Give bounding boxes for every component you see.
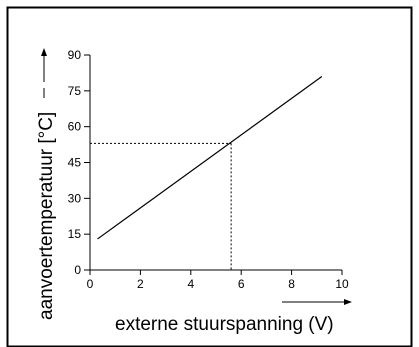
y-axis-arrowhead xyxy=(41,48,47,56)
chart-axes xyxy=(89,55,342,271)
y-tick-label: 75 xyxy=(68,84,82,98)
series-line xyxy=(97,76,323,240)
x-axis-arrowhead xyxy=(344,299,352,305)
x-tick-label: 6 xyxy=(238,277,245,291)
x-tick-label: 2 xyxy=(137,277,144,291)
reference-lines xyxy=(90,142,232,270)
y-tick-label: 90 xyxy=(68,48,82,62)
x-axis-title: externe stuurspanning (V) xyxy=(115,314,334,335)
y-tick-label: 15 xyxy=(68,227,82,241)
x-tick-label: 10 xyxy=(335,277,349,291)
y-tick-label: 60 xyxy=(68,120,82,134)
chart-ticks: 0 15 30 45 60 75 90 0 2 4 6 8 10 xyxy=(68,48,349,291)
y-tick-label: 45 xyxy=(68,156,82,170)
x-tick-label: 0 xyxy=(87,277,94,291)
chart-series xyxy=(97,76,323,240)
y-tick-label: 0 xyxy=(74,263,81,277)
x-tick-label: 8 xyxy=(288,277,295,291)
x-tick-label: 4 xyxy=(187,277,194,291)
y-axis-title: aanvoertemperatuur [°C] xyxy=(36,112,57,320)
y-tick-label: 30 xyxy=(68,191,82,205)
